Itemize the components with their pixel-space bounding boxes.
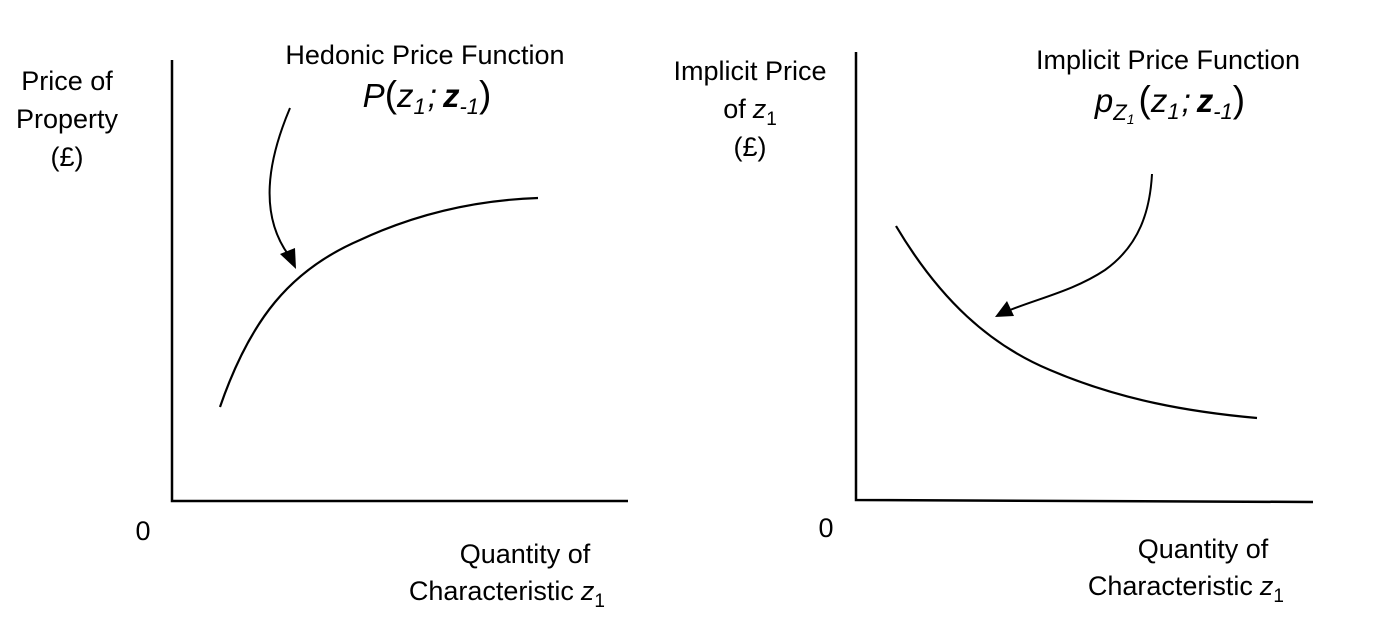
left-axes <box>170 60 628 503</box>
implicit-arrowhead <box>995 301 1014 317</box>
left-y-label-line1: Price of <box>21 66 113 96</box>
left-y-label-line2: Property <box>16 104 119 134</box>
left-y-label-line3: (£) <box>51 142 84 172</box>
right-panel: Implicit Price of z1 (£) 0 Quantity of Ch… <box>673 45 1314 607</box>
implicit-function-formula: pZ1 (z1; z-1) <box>1094 79 1245 127</box>
left-x-label-line2: Characteristic z1 <box>409 576 605 612</box>
right-y-label-line2: of z1 <box>723 94 777 130</box>
hedonic-function-title: Hedonic Price Function <box>285 40 564 70</box>
hedonic-price-curve <box>218 196 539 408</box>
hedonic-arrow <box>268 107 291 258</box>
left-x-label-line1: Quantity of <box>460 539 591 569</box>
implicit-function-title: Implicit Price Function <box>1036 45 1300 75</box>
hedonic-arrowhead <box>280 248 296 269</box>
left-panel: Price of Property (£) 0 Quantity of Char… <box>16 40 628 612</box>
right-y-label-line3: (£) <box>734 132 767 162</box>
implicit-arrow <box>1009 173 1153 311</box>
right-origin-label: 0 <box>818 513 833 543</box>
implicit-price-curve <box>895 225 1258 420</box>
left-origin-label: 0 <box>135 516 150 546</box>
right-axes <box>854 52 1314 504</box>
right-x-label-line1: Quantity of <box>1138 534 1269 564</box>
hedonic-function-formula: P(z1; z-1) <box>363 74 492 119</box>
right-x-label-line2: Characteristic z1 <box>1088 571 1284 607</box>
right-y-label-line1: Implicit Price <box>673 56 826 86</box>
